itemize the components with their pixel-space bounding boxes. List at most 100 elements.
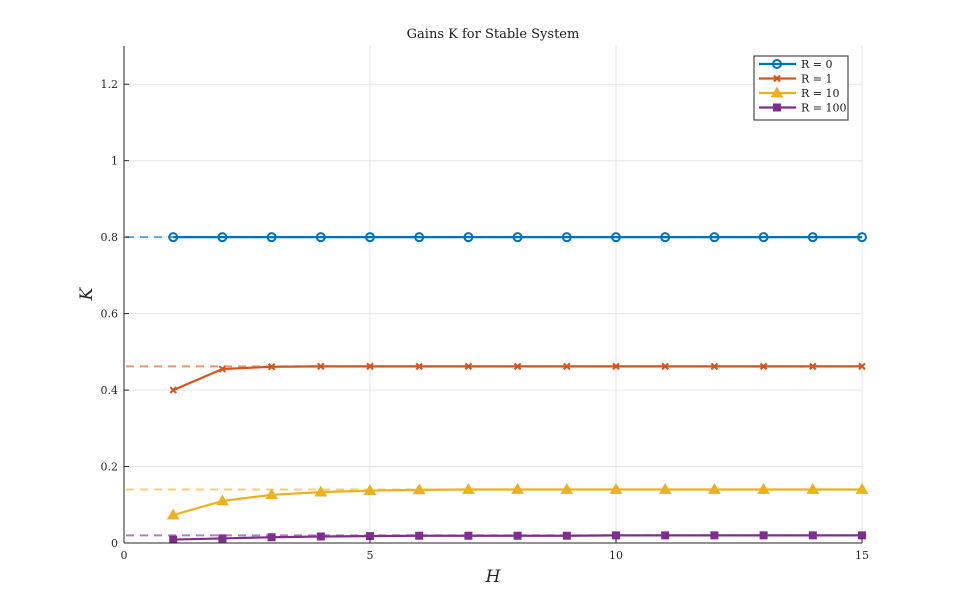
series-3 xyxy=(169,531,866,544)
data-point xyxy=(855,482,869,494)
marker-stroke xyxy=(563,362,571,371)
axes: 0 5 10 15 0 0.2 0.4 0.6 0.8 1 1.2 xyxy=(101,46,869,562)
series-1 xyxy=(169,362,866,394)
legend-marker xyxy=(772,59,782,69)
data-point xyxy=(314,485,328,497)
data-point xyxy=(316,532,325,541)
data-point xyxy=(658,482,672,494)
grid xyxy=(124,46,863,543)
data-point xyxy=(609,482,623,494)
x-tick-label: 10 xyxy=(609,549,623,562)
legend-box xyxy=(753,55,849,121)
data-point xyxy=(363,484,377,495)
chart-title: Gains K for Stable System xyxy=(407,27,580,42)
data-point xyxy=(169,386,177,394)
data-point xyxy=(563,362,571,371)
data-point xyxy=(710,531,719,540)
legend: R = 0 R = 1R = 10 R = 100 xyxy=(753,55,849,121)
legend-entry: R = 10 xyxy=(759,86,840,100)
data-point xyxy=(858,531,866,540)
y-axis-label: K xyxy=(77,286,97,301)
x-axis-label: H xyxy=(485,567,502,587)
data-point xyxy=(217,232,228,243)
legend-label: R = 10 xyxy=(801,87,840,100)
marker-stroke xyxy=(710,362,719,371)
x-tick-label: 5 xyxy=(367,549,374,562)
legend-marker xyxy=(773,103,781,112)
x-tick-label: 0 xyxy=(121,549,128,562)
data-point xyxy=(710,362,719,371)
data-point xyxy=(857,232,867,243)
marker-stroke xyxy=(858,362,866,371)
data-point xyxy=(758,232,769,243)
y-tick-label: 0.2 xyxy=(101,461,119,474)
data-point xyxy=(611,232,621,243)
data-point xyxy=(511,482,524,494)
marker-stroke xyxy=(366,362,374,371)
data-point xyxy=(365,232,375,243)
data-point xyxy=(661,362,669,371)
marker-stroke xyxy=(415,362,423,371)
legend-entry: R = 1 xyxy=(759,73,833,86)
legend-label: R = 100 xyxy=(801,102,847,115)
data-point xyxy=(708,482,721,494)
data-point xyxy=(168,232,179,243)
marker-stroke xyxy=(759,362,768,371)
marker-stroke xyxy=(513,362,522,371)
data-point xyxy=(317,362,325,371)
y-tick-label: 1 xyxy=(111,155,118,168)
y-tick-label: 0.4 xyxy=(101,384,119,397)
data-point xyxy=(464,531,473,540)
data-point xyxy=(513,531,522,540)
legend-label: R = 1 xyxy=(801,73,833,86)
series-line xyxy=(172,365,862,392)
legend-entry: R = 0 xyxy=(759,58,833,71)
data-point xyxy=(218,534,227,543)
data-point xyxy=(463,232,474,243)
y-tick-label: 0 xyxy=(111,537,118,550)
x-tick-label: 15 xyxy=(855,549,869,562)
data-point xyxy=(412,483,426,495)
data-point xyxy=(806,482,820,494)
legend-label: R = 0 xyxy=(801,58,833,71)
marker-stroke xyxy=(218,365,227,373)
data-point xyxy=(267,363,276,371)
data-point xyxy=(807,232,818,243)
data-point xyxy=(612,362,620,371)
data-point xyxy=(464,362,473,371)
data-point xyxy=(166,508,180,520)
legend-entry: R = 100 xyxy=(759,102,847,115)
marker-stroke xyxy=(809,362,817,371)
data-point xyxy=(218,365,227,373)
data-point xyxy=(562,531,571,540)
data-point xyxy=(661,531,670,540)
data-point xyxy=(315,232,326,243)
data-point xyxy=(759,531,768,540)
series-2 xyxy=(166,482,869,520)
marker-stroke xyxy=(661,362,669,371)
marker-stroke xyxy=(317,362,325,371)
data-point xyxy=(660,232,671,243)
data-point xyxy=(561,232,572,243)
marker-stroke xyxy=(464,362,473,371)
data-point xyxy=(169,535,178,544)
data-point xyxy=(513,362,522,371)
data-point xyxy=(757,482,770,494)
marker-stroke xyxy=(169,386,177,394)
marker-stroke xyxy=(612,362,620,371)
y-tick-label: 0.6 xyxy=(101,308,119,321)
data-point xyxy=(858,362,866,371)
data-point xyxy=(462,482,475,494)
data-point xyxy=(759,362,768,371)
marker-stroke xyxy=(267,363,276,371)
data-point xyxy=(709,232,720,243)
data-point xyxy=(216,494,229,506)
data-point xyxy=(415,531,424,540)
y-tick-label: 0.8 xyxy=(101,231,119,244)
y-tick-label: 1.2 xyxy=(101,78,119,91)
steady-state-dashed-lines xyxy=(126,236,862,537)
data-point xyxy=(809,362,817,371)
data-point xyxy=(265,488,278,500)
data-point xyxy=(414,232,425,243)
